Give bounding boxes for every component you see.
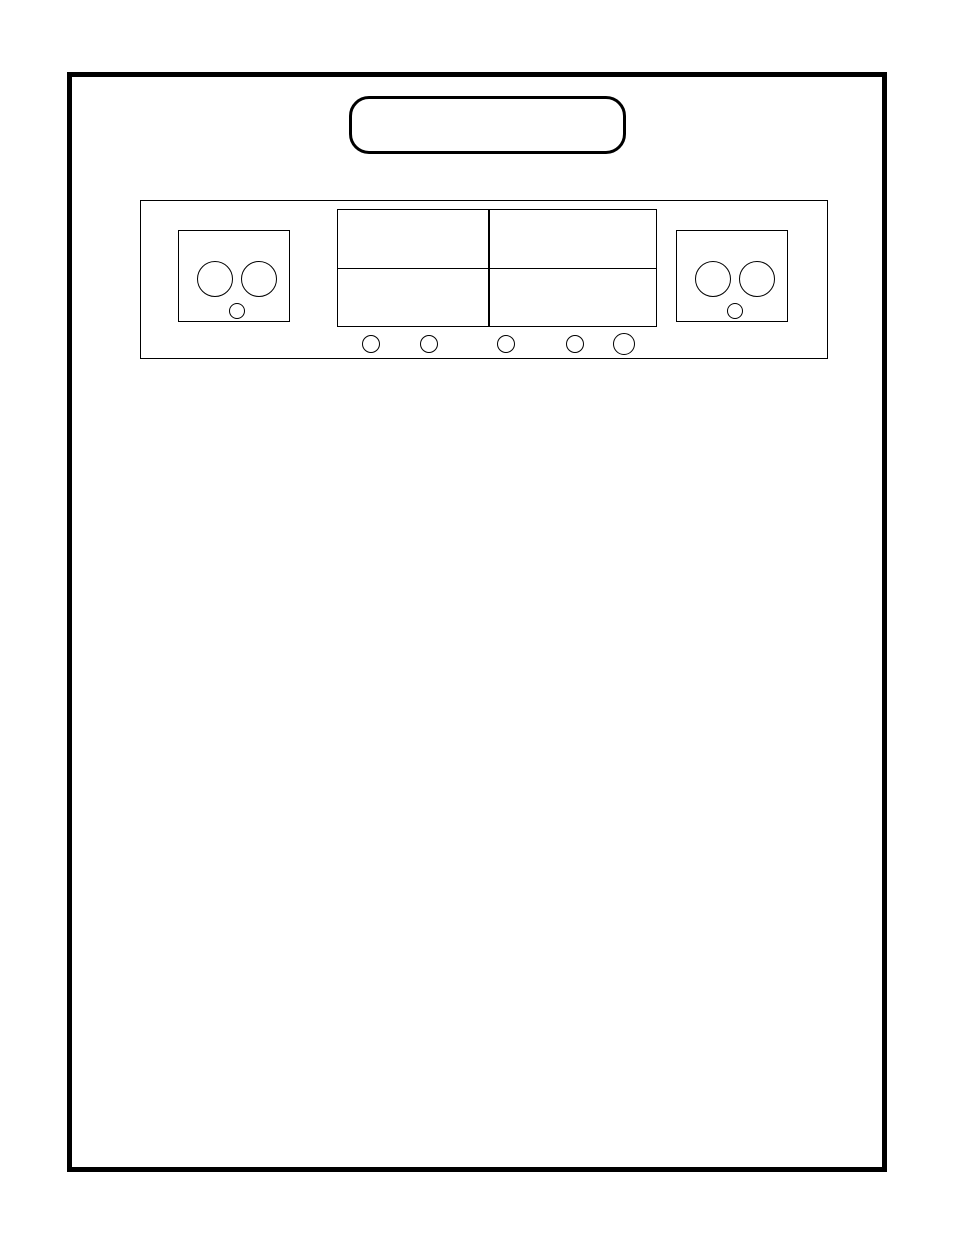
right-led xyxy=(727,303,743,319)
left-led xyxy=(229,303,245,319)
left-knob-b[interactable] xyxy=(241,261,277,297)
right-knob-b[interactable] xyxy=(739,261,775,297)
left-knob-a[interactable] xyxy=(197,261,233,297)
right-knob-a[interactable] xyxy=(695,261,731,297)
page xyxy=(0,0,954,1235)
center-left-button-a[interactable] xyxy=(362,335,380,353)
center-left-button-b[interactable] xyxy=(420,335,438,353)
title-slot xyxy=(349,96,626,154)
center-right-divider xyxy=(489,268,657,269)
center-right-button-c[interactable] xyxy=(613,333,635,355)
center-left-divider xyxy=(337,268,489,269)
center-right-button-b[interactable] xyxy=(566,335,584,353)
center-right-button-a[interactable] xyxy=(497,335,515,353)
